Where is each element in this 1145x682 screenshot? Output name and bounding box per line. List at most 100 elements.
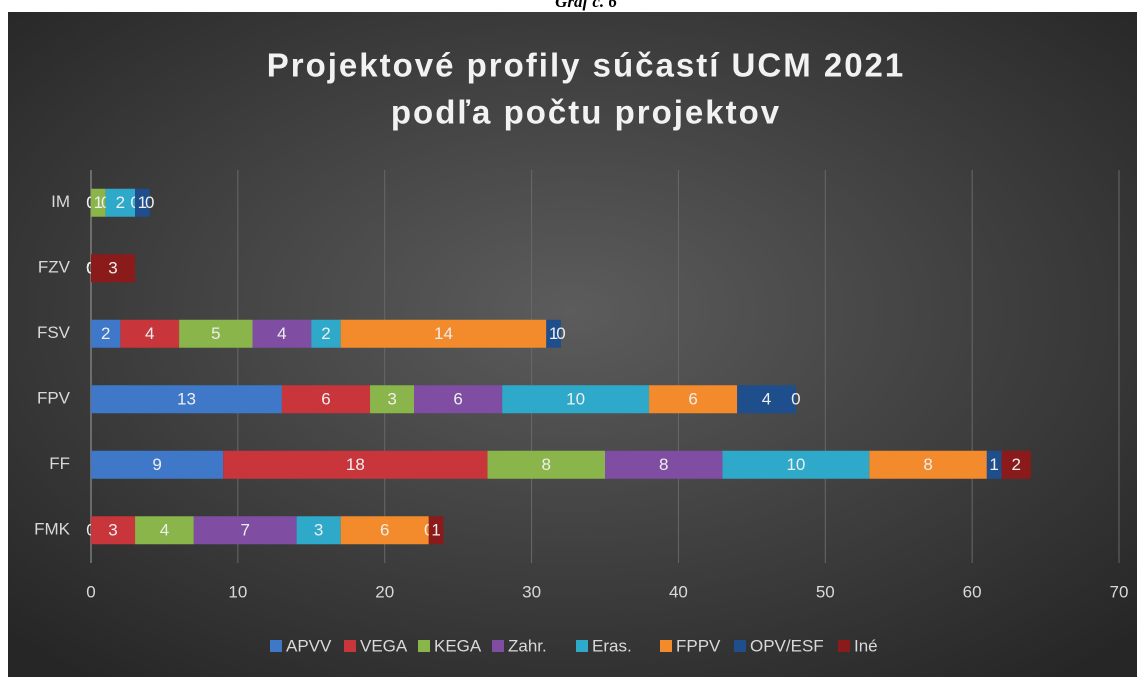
bar-segment (135, 188, 150, 217)
data-label: 2 (1011, 455, 1020, 474)
data-label: 1 (431, 521, 440, 540)
bar-segment (91, 450, 224, 479)
bar-segment (546, 319, 561, 348)
y-tick-label: FPV (37, 389, 71, 408)
data-label: 4 (160, 521, 169, 540)
data-label: 0 (145, 193, 154, 212)
data-label: 0 (556, 324, 565, 343)
data-label: 0 (791, 390, 800, 409)
legend-label: Iné (854, 636, 878, 655)
data-label: 3 (387, 390, 396, 409)
data-label: 4 (145, 324, 154, 343)
data-label: 7 (240, 521, 249, 540)
bar-segment (649, 385, 738, 414)
data-label: 6 (380, 521, 389, 540)
bar-segment (223, 450, 488, 479)
bar-segment (91, 516, 136, 545)
data-label: 10 (786, 455, 805, 474)
legend-label: OPV/ESF (750, 636, 824, 655)
x-tick-label: 0 (86, 582, 95, 601)
bar-segment (1001, 450, 1031, 479)
data-label: 13 (177, 390, 196, 409)
legend-swatch (838, 640, 850, 652)
y-tick-label: IM (51, 192, 70, 211)
data-label: 2 (321, 324, 330, 343)
y-tick-label: FF (49, 454, 70, 473)
header: Graf č. 6 (555, 0, 617, 11)
data-label: 6 (688, 390, 697, 409)
x-tick-label: 40 (669, 582, 688, 601)
bar-segment (370, 385, 415, 414)
legend-swatch (270, 640, 282, 652)
data-label: 8 (659, 455, 668, 474)
bar-segment (340, 516, 429, 545)
data-label: 1 (549, 324, 558, 343)
data-label: 3 (108, 259, 117, 278)
bar-segment (605, 450, 723, 479)
bar-segment (296, 516, 341, 545)
data-label: 1 (989, 455, 998, 474)
data-label: 1 (94, 193, 103, 212)
bar-segment (340, 319, 547, 348)
bar-segment (722, 450, 870, 479)
chart-title: Projektové profily súčastí UCM 2021 (267, 47, 906, 84)
bar-segment (91, 319, 121, 348)
bar-segment (105, 188, 136, 217)
data-label: 3 (314, 521, 323, 540)
legend-label: VEGA (360, 636, 408, 655)
legend-swatch (492, 640, 504, 652)
data-label: 8 (542, 455, 551, 474)
x-tick-label: 30 (522, 582, 541, 601)
x-tick-label: 50 (816, 582, 835, 601)
bar-segment (737, 385, 796, 414)
data-label: 3 (108, 521, 117, 540)
x-tick-label: 60 (963, 582, 982, 601)
bar-segment (252, 319, 312, 348)
bar-segment (281, 385, 371, 414)
chart-subtitle: podľa počtu projektov (391, 94, 781, 131)
data-label: 4 (277, 324, 286, 343)
x-tick-label: 20 (375, 582, 394, 601)
legend-label: Zahr. (508, 636, 547, 655)
data-label: 14 (434, 324, 453, 343)
legend-label: FPPV (676, 636, 721, 655)
bar-segment (487, 450, 605, 479)
legend-swatch (576, 640, 588, 652)
legend-swatch (344, 640, 356, 652)
bar-segment (120, 319, 180, 348)
legend-swatch (418, 640, 430, 652)
y-tick-label: FSV (37, 323, 71, 342)
data-label: 6 (453, 390, 462, 409)
bar-segment (193, 516, 297, 545)
y-tick-label: FMK (34, 520, 71, 539)
data-label: 2 (116, 193, 125, 212)
y-tick-label: FZV (38, 258, 71, 277)
bar-segment (986, 450, 1002, 479)
data-label: 6 (321, 390, 330, 409)
data-label: 4 (762, 390, 771, 409)
bar-segment (179, 319, 253, 348)
data-label: 8 (923, 455, 932, 474)
legend-label: KEGA (434, 636, 482, 655)
bar-segment (502, 385, 650, 414)
bar-segment (428, 516, 444, 545)
legend-label: Eras. (592, 636, 632, 655)
bar-segment (869, 450, 987, 479)
data-label: 2 (101, 324, 110, 343)
bar-segment (91, 254, 136, 283)
bar-segment (135, 516, 194, 545)
x-tick-label: 10 (228, 582, 247, 601)
data-label: 18 (346, 455, 365, 474)
bar-segment (414, 385, 503, 414)
legend-label: APVV (286, 636, 332, 655)
legend-swatch (660, 640, 672, 652)
bar-segment (311, 319, 341, 348)
bar-segment (91, 188, 106, 217)
data-label: 1 (138, 193, 147, 212)
data-label: 5 (211, 324, 220, 343)
bar-segment (91, 385, 282, 414)
legend-swatch (734, 640, 746, 652)
x-tick-label: 70 (1110, 582, 1129, 601)
